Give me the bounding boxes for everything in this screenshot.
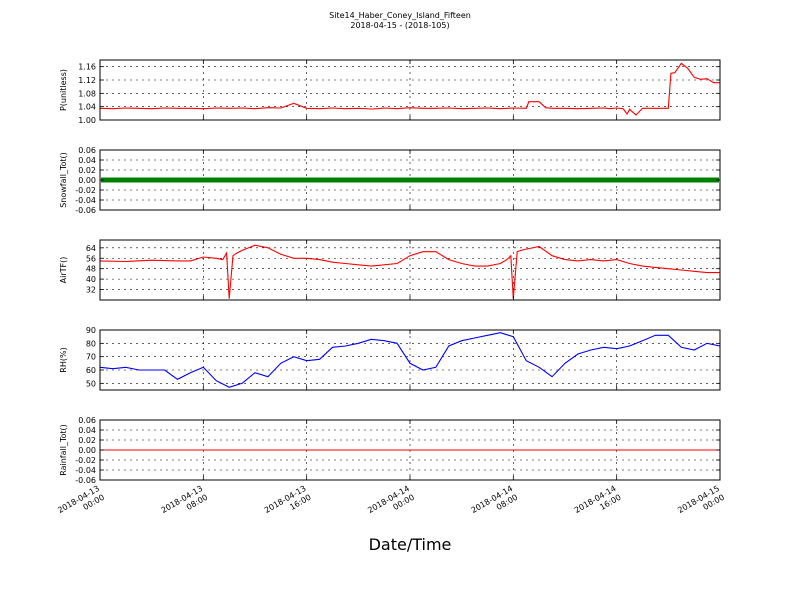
y-tick-label: 50 (86, 379, 96, 388)
series-line (99, 62, 720, 116)
x-axis-label: Date/Time (369, 535, 452, 554)
y-tick-label: -0.04 (75, 196, 96, 205)
series-line (99, 244, 720, 299)
y-tick-label: 1.04 (78, 103, 96, 112)
y-tick-label: -0.06 (75, 476, 96, 485)
y-tick-label: 0.02 (78, 436, 96, 445)
y-axis-label: P(unitless) (59, 69, 68, 111)
y-axis-label: Snowfall_Tot() (59, 152, 68, 208)
chart-title: Site14_Haber_Coney_Island_Fifteen (329, 11, 471, 20)
y-tick-label: -0.02 (75, 186, 96, 195)
y-tick-label: 0.06 (78, 146, 96, 155)
panel-4: 50 60 70 80 90 RH(%) (59, 326, 721, 391)
y-tick-label: -0.02 (75, 456, 96, 465)
y-tick-label: 0.04 (78, 426, 96, 435)
panel-5: -0.06-0.04-0.020.000.020.040.06 Rainfall_… (59, 416, 721, 485)
y-tick-label: 0.00 (78, 176, 96, 185)
panels: 1.001.041.081.121.16P(unitless)-0.06-0.0… (59, 59, 721, 485)
y-tick-label: 48 (86, 265, 96, 274)
y-tick-label: -0.04 (75, 466, 96, 475)
y-axis-label: Rainfall_Tot() (59, 424, 68, 476)
y-tick-label: 60 (86, 366, 96, 375)
panel-1: 1.00 1.04 1.08 1.12 1.16 P(unitless) (59, 59, 721, 125)
y-tick-label: 70 (86, 353, 96, 362)
y-tick-label: 1.16 (78, 63, 96, 72)
panel-2: -0.06-0.04-0.020.000.020.040.06 Snowfall_… (59, 146, 721, 215)
y-tick-label: 0.06 (78, 416, 96, 425)
y-axis-label: RH(%) (59, 347, 68, 372)
series-line (99, 332, 721, 388)
chart-subtitle: 2018-04-15 - (2018-105) (350, 21, 449, 30)
y-tick-label: 80 (86, 339, 96, 348)
y-tick-label: 0.04 (78, 156, 96, 165)
y-tick-label: -0.06 (75, 206, 96, 215)
y-tick-label: 1.12 (78, 76, 96, 85)
y-tick-label: 56 (86, 254, 96, 263)
y-tick-label: 40 (86, 275, 96, 284)
y-tick-label: 64 (86, 244, 96, 253)
y-tick-label: 1.00 (78, 116, 96, 125)
y-tick-label: 0.00 (78, 446, 96, 455)
y-tick-label: 32 (86, 286, 96, 295)
y-tick-label: 0.02 (78, 166, 96, 175)
y-tick-label: 90 (86, 326, 96, 335)
y-axis-label: AirTF() (59, 257, 68, 284)
y-tick-label: 1.08 (78, 89, 96, 98)
